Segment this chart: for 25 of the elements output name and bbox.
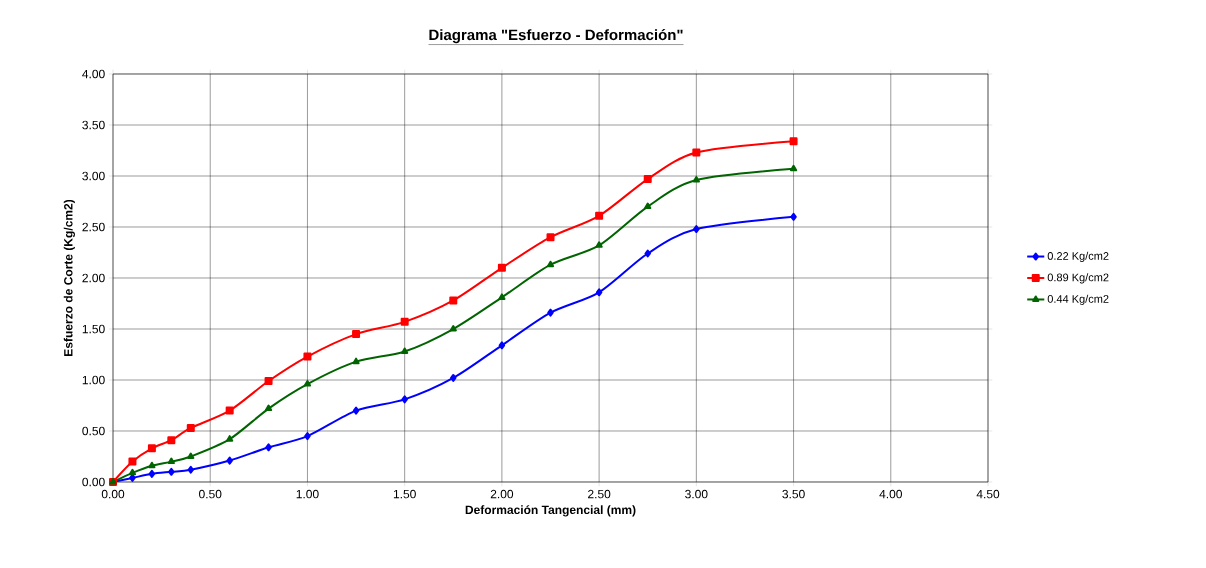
- legend-label: 0.22 Kg/cm2: [1047, 251, 1109, 263]
- x-tick-label: 0.50: [199, 489, 222, 499]
- x-tick-label: 3.50: [782, 489, 805, 499]
- y-tick-label: 1.50: [82, 324, 105, 334]
- y-tick-label: 0.50: [82, 426, 105, 436]
- y-axis-title: Esfuerzo de Corte (Kg/cm2): [63, 199, 75, 356]
- x-tick-label: 0.00: [101, 489, 125, 499]
- y-tick-label: 0.00: [82, 477, 105, 487]
- y-tick-label: 3.00: [82, 171, 105, 181]
- legend-label: 0.44 Kg/cm2: [1047, 294, 1109, 305]
- y-tick-label: 2.00: [82, 273, 105, 283]
- x-tick-label: 4.00: [879, 489, 902, 499]
- y-tick-label: 1.00: [82, 375, 105, 385]
- y-tick-label: 3.50: [82, 120, 105, 130]
- y-tick-label: 2.50: [82, 222, 105, 232]
- x-tick-label: 2.00: [490, 489, 514, 499]
- y-tick-label: 4.00: [82, 69, 105, 79]
- x-axis-title: Deformación Tangencial (mm): [465, 505, 636, 517]
- x-tick-label: 4.50: [976, 489, 1000, 499]
- x-tick-label: 1.50: [393, 489, 416, 499]
- legend-label: 0.89 Kg/cm2: [1047, 273, 1109, 284]
- x-tick-label: 2.50: [588, 489, 611, 499]
- chart-title: Diagrama "Esfuerzo - Deformación": [429, 29, 683, 44]
- x-tick-label: 3.00: [685, 489, 708, 499]
- x-tick-label: 1.00: [296, 489, 319, 499]
